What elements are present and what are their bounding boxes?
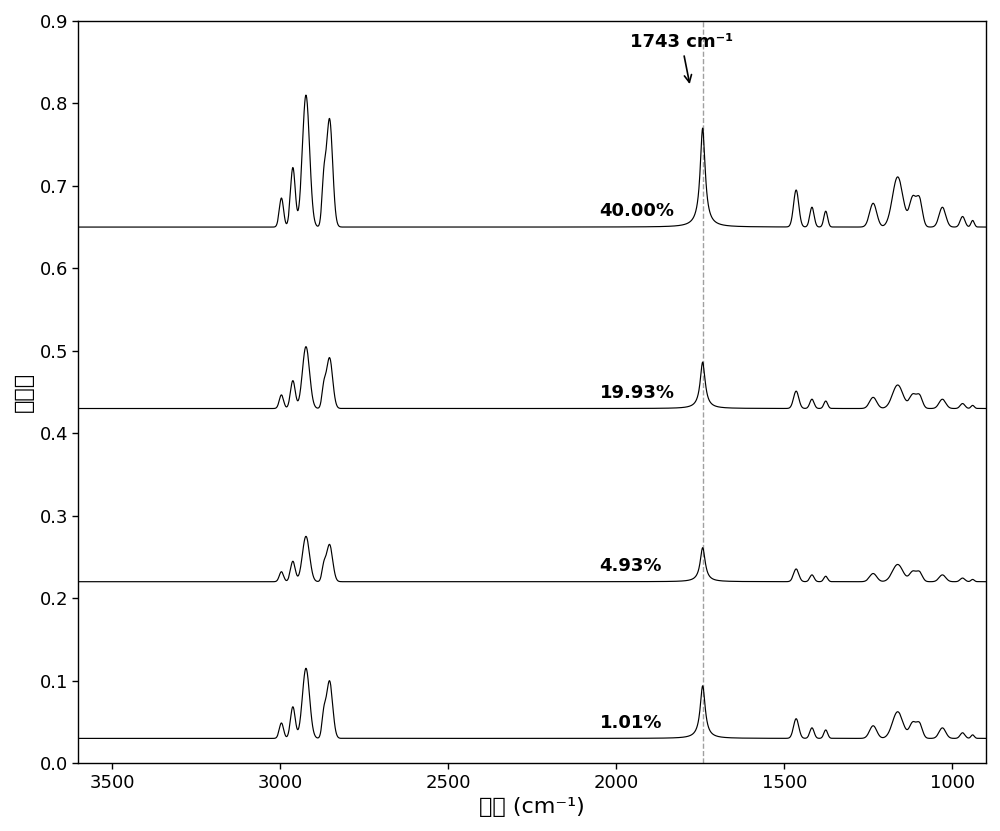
Text: 1.01%: 1.01% <box>599 714 662 732</box>
Y-axis label: 吸光度: 吸光度 <box>14 372 34 412</box>
Text: 19.93%: 19.93% <box>599 384 674 402</box>
X-axis label: 波数 (cm⁻¹): 波数 (cm⁻¹) <box>479 797 585 817</box>
Text: 1743 cm⁻¹: 1743 cm⁻¹ <box>630 32 733 82</box>
Text: 4.93%: 4.93% <box>599 557 662 575</box>
Text: 40.00%: 40.00% <box>599 203 674 220</box>
